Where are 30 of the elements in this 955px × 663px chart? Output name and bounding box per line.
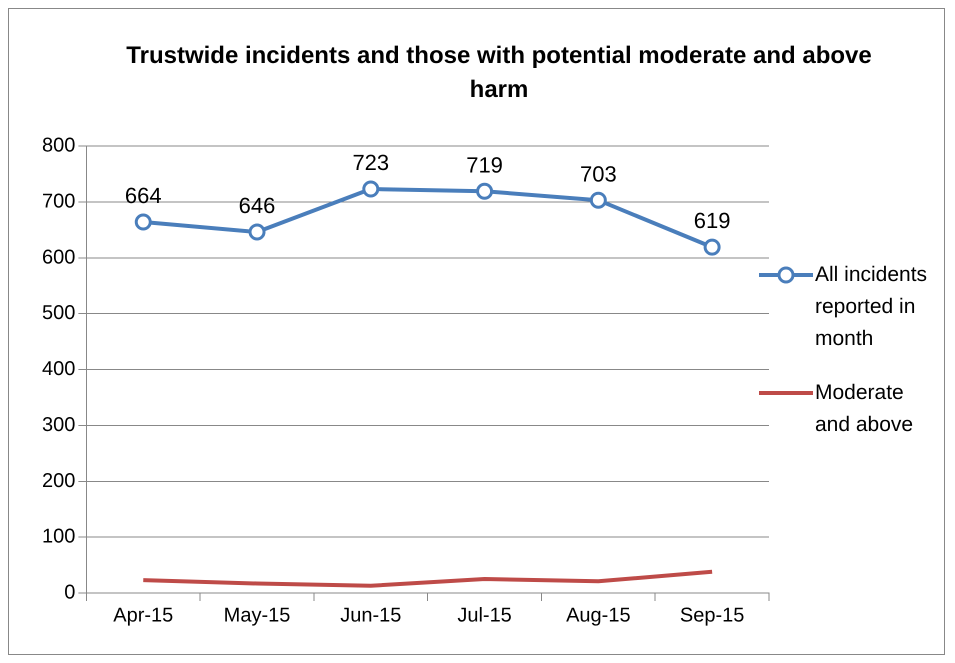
data-label: 703 [580, 161, 617, 186]
x-tick-label: Apr-15 [113, 604, 174, 627]
y-tick-label: 200 [42, 470, 76, 492]
point [704, 238, 721, 256]
y-tick-label: 300 [42, 414, 76, 436]
y-tick-label: 100 [42, 526, 76, 548]
x-tick-label: May-15 [224, 604, 290, 627]
legend-label: Moderate and above [815, 380, 914, 438]
data-label: 664 [124, 183, 162, 208]
x-tick-label: Sep-15 [680, 604, 744, 627]
data-label: 723 [352, 150, 390, 176]
y-tick-label: 400 [42, 358, 76, 380]
x-tick-label: Jun-15 [340, 604, 402, 627]
data-label: 619 [694, 208, 730, 234]
point [362, 180, 380, 198]
x-tick-label: Aug-15 [566, 604, 631, 627]
y-tick-label: 800 [42, 134, 76, 157]
legend-label: All incidents reported in month [815, 262, 928, 352]
point [134, 213, 152, 230]
data-label: 719 [466, 152, 503, 178]
point [248, 224, 266, 241]
point [476, 182, 494, 200]
y-tick-label: 600 [42, 246, 76, 268]
y-tick-label: 700 [42, 190, 76, 212]
chart-title: Trustwide incidents and those with potential moderate and above harm [125, 41, 873, 105]
y-tick-label: 0 [64, 582, 76, 604]
point [590, 192, 607, 209]
y-tick-label: 500 [42, 302, 76, 324]
data-label: 646 [238, 193, 276, 218]
x-tick-label: Jul-15 [457, 604, 512, 627]
